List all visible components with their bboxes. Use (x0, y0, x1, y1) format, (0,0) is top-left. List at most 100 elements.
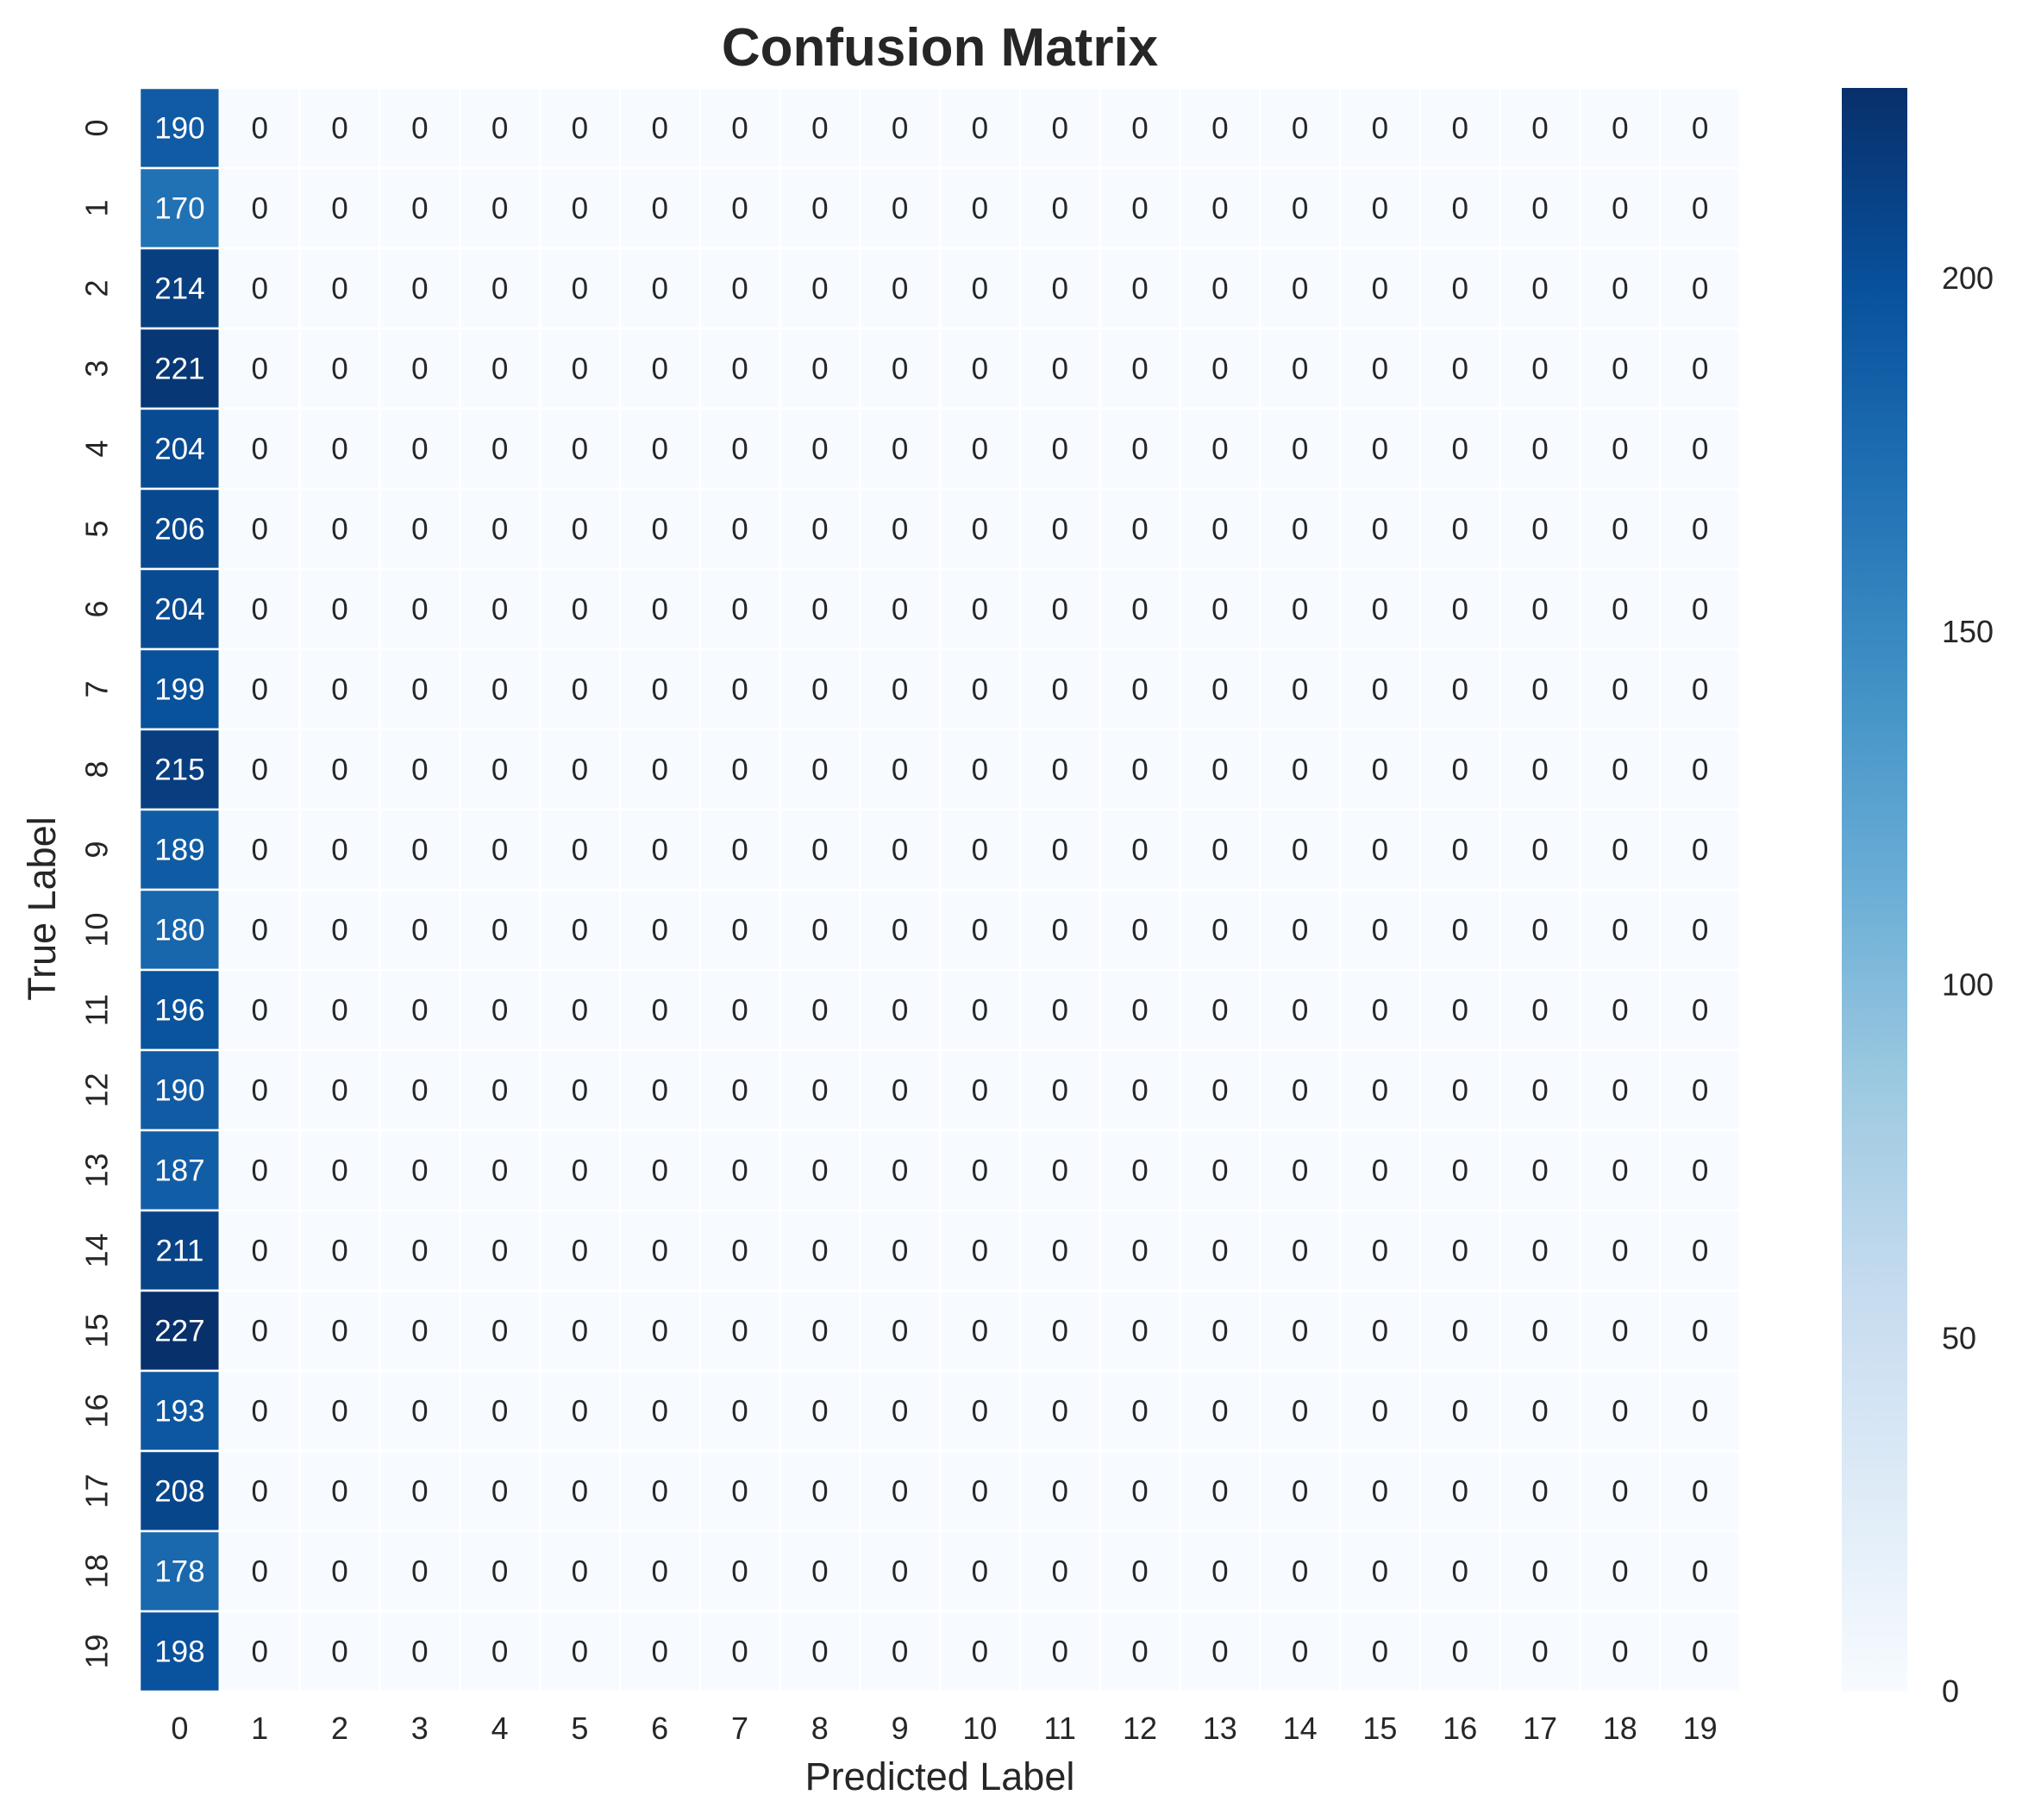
heatmap-cell (698, 1129, 781, 1212)
x-tick-label: 10 (962, 1711, 997, 1746)
cell-value-label: 0 (572, 112, 588, 146)
cell-value-label: 196 (154, 994, 204, 1028)
heatmap-cell (698, 327, 781, 410)
cell-value-label: 0 (1692, 192, 1708, 226)
heatmap-cell (1258, 86, 1342, 170)
x-tick-labels: 0 1 2 3 4 5 6 7 8 9 10 11 12 13 14 15 16 17 18 19 (171, 1711, 1717, 1746)
cell-value-label: 0 (1211, 1395, 1228, 1429)
cell-value-label: 0 (1692, 593, 1708, 627)
heatmap-cell (1418, 86, 1501, 170)
cell-value-label: 0 (811, 112, 828, 146)
heatmap-cell (1099, 1610, 1181, 1693)
cell-value-label: 0 (1531, 593, 1548, 627)
heatmap-cell (1018, 808, 1101, 891)
cell-value-label: 0 (651, 1315, 667, 1348)
cell-value-label: 0 (411, 1635, 428, 1669)
cell-value-label: 0 (1612, 272, 1628, 306)
y-tick-label: 14 (79, 1233, 115, 1267)
x-tick-label: 4 (491, 1711, 509, 1746)
cell-value-label: 227 (154, 1315, 204, 1348)
cell-value-label: 0 (251, 513, 267, 547)
cell-value-label: 0 (1131, 834, 1148, 867)
x-tick-label: 14 (1283, 1711, 1318, 1746)
heatmap-cell (218, 1129, 301, 1212)
cell-value-label: 0 (1692, 272, 1708, 306)
x-tick-label: 3 (411, 1711, 429, 1746)
cell-value-label: 0 (892, 353, 908, 386)
heatmap-cell (1499, 647, 1581, 731)
heatmap-cell (1258, 1610, 1342, 1693)
cell-value-label: 0 (331, 914, 347, 948)
heatmap-cell (938, 1449, 1022, 1533)
cell-value-label: 0 (1372, 1315, 1388, 1348)
cell-value-label: 0 (1612, 1154, 1628, 1188)
x-tick-label: 11 (1044, 1711, 1076, 1746)
cell-value-label: 0 (972, 192, 988, 226)
heatmap-cell (1658, 166, 1742, 250)
cell-value-label: 0 (1131, 1074, 1148, 1108)
heatmap-cell (858, 86, 942, 170)
heatmap-cell (698, 1529, 781, 1613)
cell-value-label: 0 (572, 994, 588, 1028)
cell-value-label: 0 (1211, 1074, 1228, 1108)
heatmap-cell (138, 1610, 222, 1693)
cell-value-label: 0 (1612, 112, 1628, 146)
cell-value-label: 0 (411, 1395, 428, 1429)
heatmap-cell (1499, 166, 1581, 250)
cell-value-label: 0 (1451, 353, 1468, 386)
heatmap-cell (938, 1048, 1022, 1132)
heatmap-cell (1499, 1209, 1581, 1292)
cell-value-label: 0 (1051, 433, 1067, 466)
cell-value-label: 170 (154, 192, 204, 226)
cell-value-label: 0 (1131, 1635, 1148, 1669)
heatmap-cell (1018, 1048, 1101, 1132)
heatmap-cell (458, 1048, 541, 1132)
cell-value-label: 0 (411, 834, 428, 867)
heatmap-cell (298, 968, 381, 1052)
cell-value-label: 0 (251, 673, 267, 707)
heatmap-cell (1499, 1610, 1581, 1693)
heatmap-cell (1258, 487, 1342, 571)
cell-value-label: 0 (1612, 1235, 1628, 1268)
heatmap-cell (1338, 407, 1422, 491)
cell-value-label: 0 (491, 192, 508, 226)
cell-value-label: 0 (1292, 914, 1308, 948)
cell-value-label: 0 (1692, 1395, 1708, 1429)
heatmap-cell (379, 1209, 461, 1292)
cell-value-label: 0 (491, 754, 508, 787)
heatmap-cell (938, 247, 1022, 330)
cell-value-label: 0 (1131, 994, 1148, 1028)
cell-value-label: 0 (811, 272, 828, 306)
cell-value-label: 0 (1531, 994, 1548, 1028)
cell-value-label: 0 (1292, 1475, 1308, 1509)
y-tick-label: 11 (79, 994, 115, 1026)
cell-value-label: 0 (651, 1635, 667, 1669)
heatmap-cell (1418, 1289, 1501, 1373)
heatmap-cell (1338, 86, 1422, 170)
heatmap-cell (138, 487, 222, 571)
heatmap-cell (138, 1529, 222, 1613)
heatmap-cell (1099, 1449, 1181, 1533)
heatmap-cell (1658, 728, 1742, 811)
cell-value-label: 0 (572, 1635, 588, 1669)
cell-value-label: 0 (491, 1235, 508, 1268)
cell-value-label: 0 (811, 1315, 828, 1348)
cell-value-label: 0 (251, 1635, 267, 1669)
y-tick-label: 9 (79, 841, 115, 858)
heatmap-cell (1579, 808, 1662, 891)
cell-value-label: 0 (331, 1555, 347, 1589)
x-tick-label: 16 (1443, 1711, 1477, 1746)
heatmap-cell (1258, 728, 1342, 811)
x-tick-label: 7 (731, 1711, 748, 1746)
cell-value-label: 0 (1451, 673, 1468, 707)
heatmap-cell (1579, 327, 1662, 410)
heatmap-cell (1658, 1610, 1742, 1693)
heatmap-cell (538, 647, 622, 731)
cell-value-label: 214 (154, 272, 204, 306)
heatmap-cell (1579, 407, 1662, 491)
y-tick-label: 3 (79, 360, 115, 377)
heatmap-cell (1658, 1369, 1742, 1453)
colorbar-tick-label: 50 (1942, 1320, 1976, 1355)
heatmap-cell (1579, 1129, 1662, 1212)
cell-value-label: 0 (251, 192, 267, 226)
